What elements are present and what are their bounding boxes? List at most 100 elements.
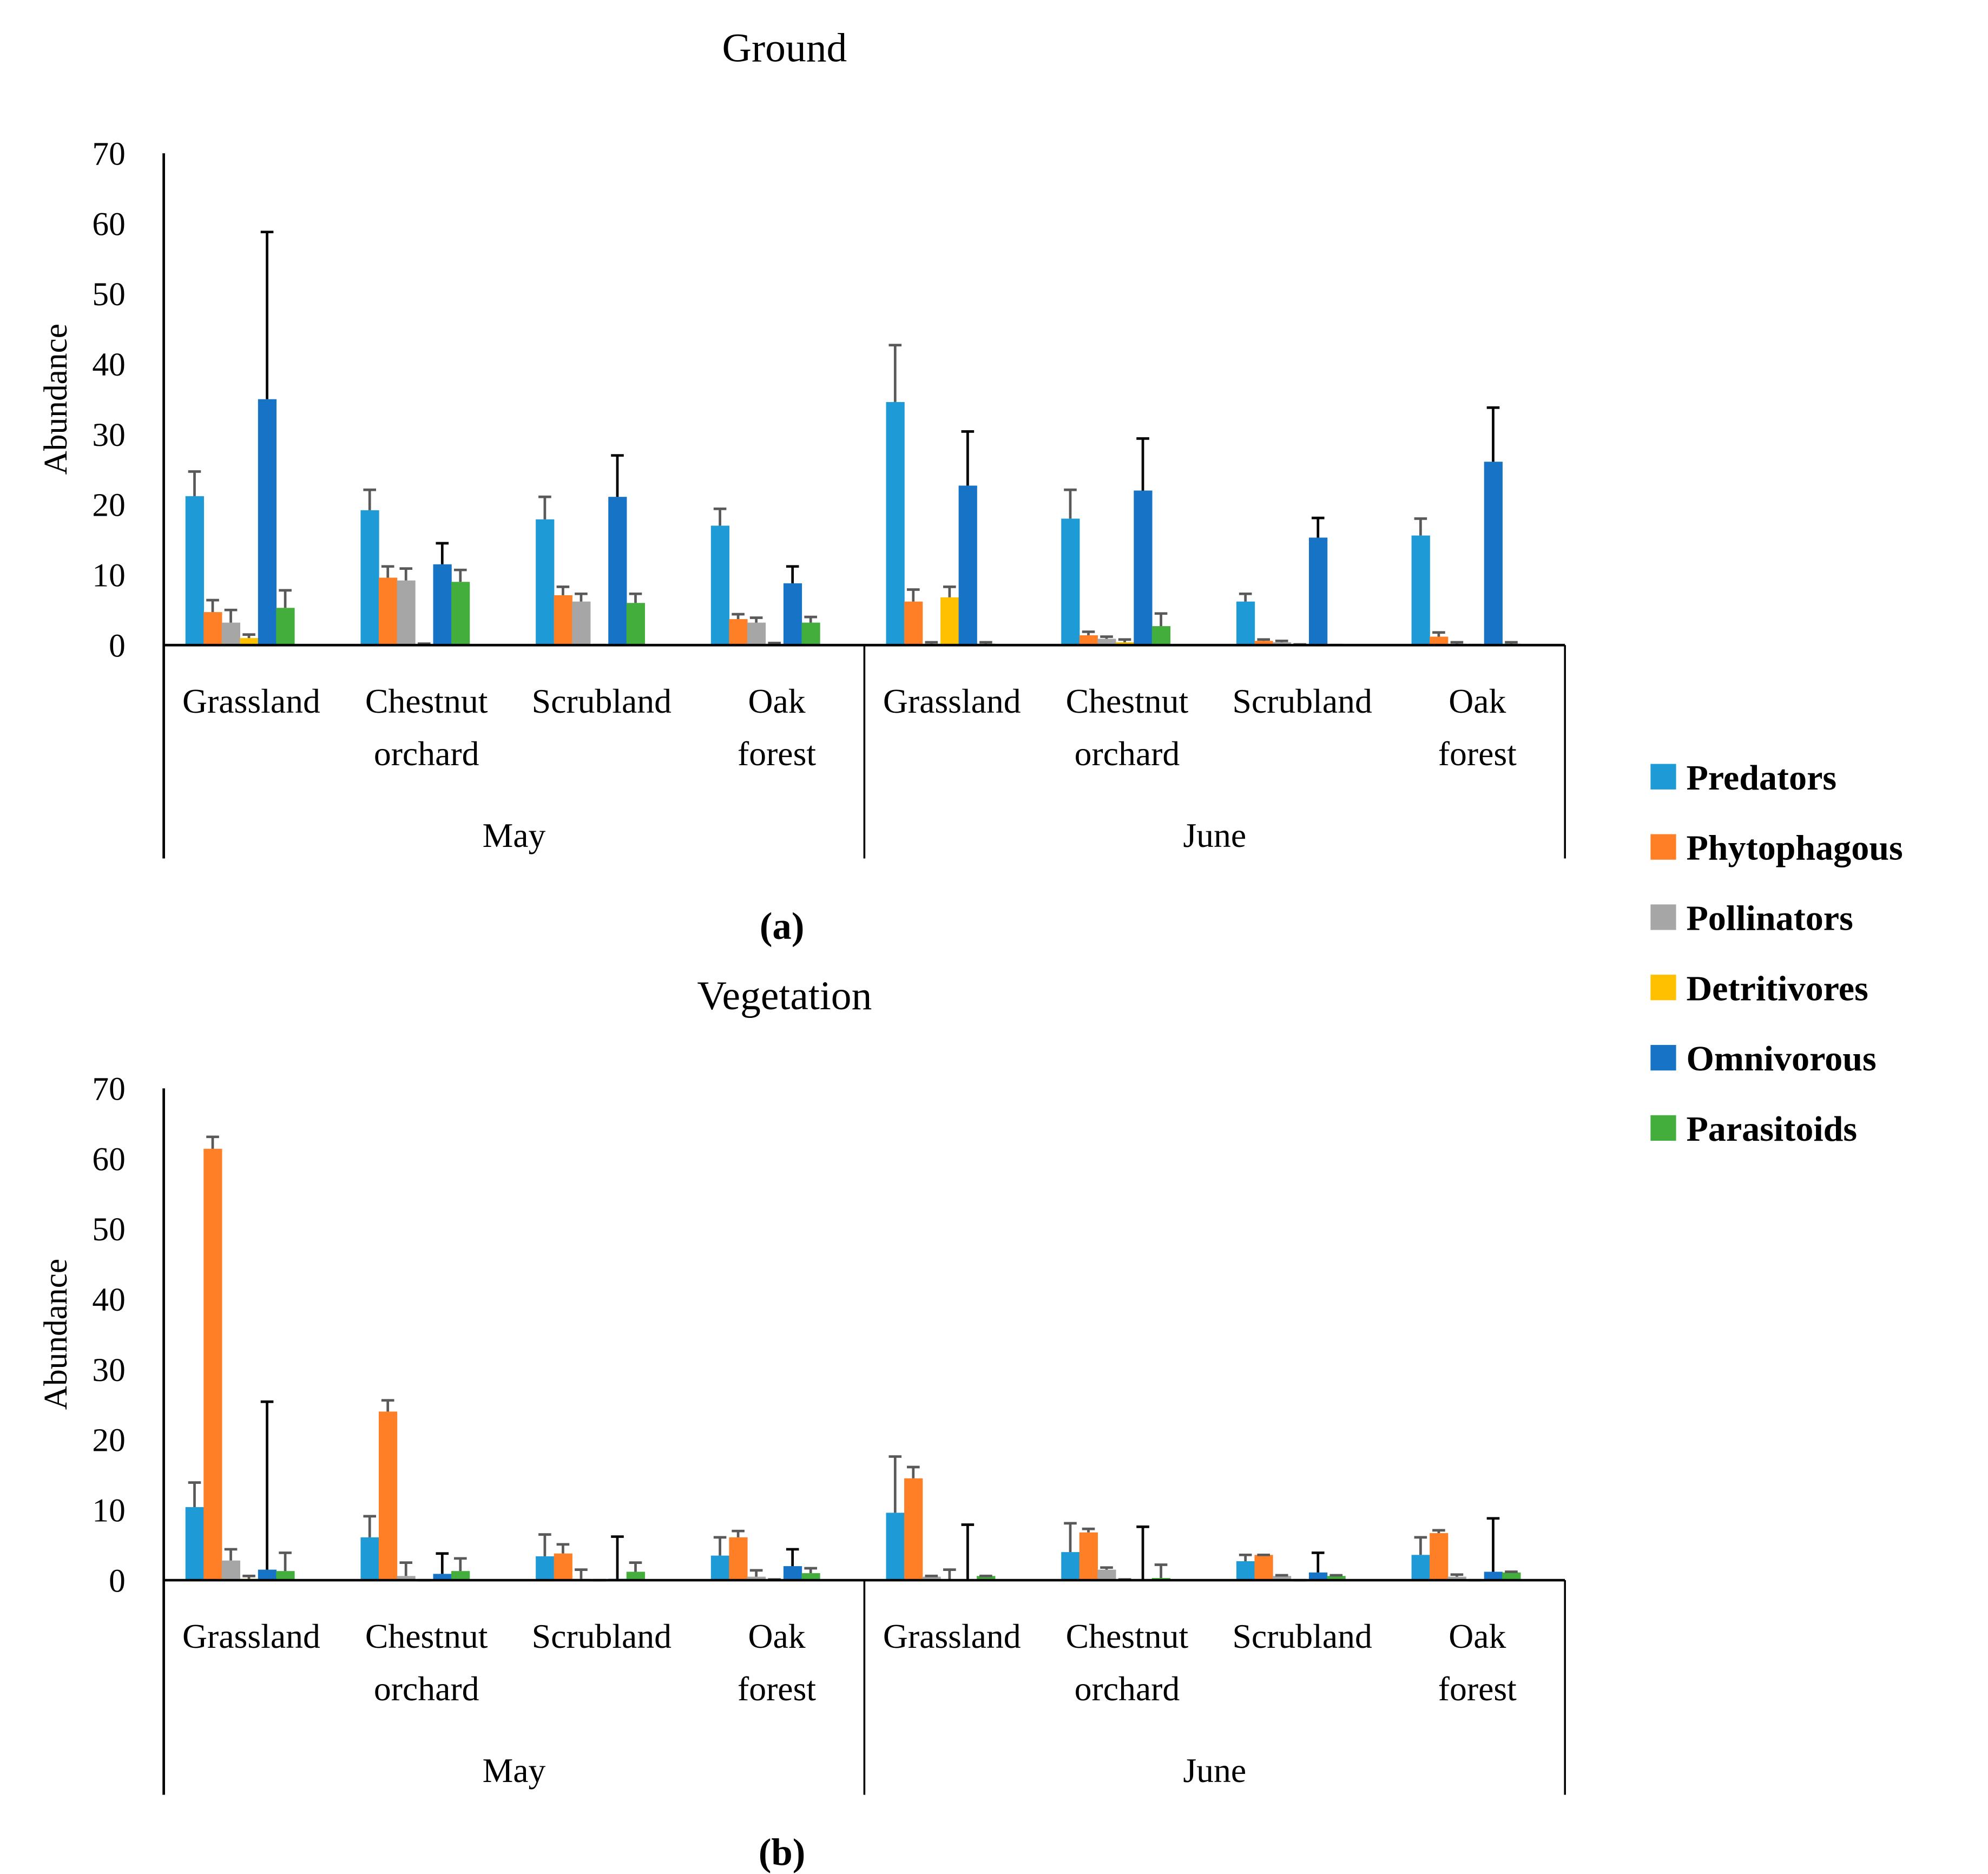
bar-parasitoids xyxy=(451,1571,470,1581)
x-category-label: Grassland xyxy=(182,1617,320,1655)
bar-parasitoids xyxy=(1151,626,1171,646)
bar-phytophagous xyxy=(1254,641,1273,646)
x-category-label: Oak xyxy=(748,1617,805,1655)
x-category-label: Chestnut xyxy=(365,682,488,720)
chart-title: Vegetation xyxy=(697,974,872,1018)
bar-predators xyxy=(1411,535,1430,646)
legend-swatch xyxy=(1650,1044,1676,1071)
y-axis-label: Abundance xyxy=(37,324,74,475)
bar-pollinators xyxy=(221,1560,241,1581)
y-tick-label: 20 xyxy=(92,487,125,524)
bar-parasitoids xyxy=(801,622,820,646)
y-tick-label: 70 xyxy=(92,1070,125,1107)
bar-predators xyxy=(710,1555,730,1581)
y-tick-label: 20 xyxy=(92,1422,125,1459)
bar-phytophagous xyxy=(1079,635,1098,646)
x-category-label: Scrubland xyxy=(1232,682,1372,720)
y-tick-label: 30 xyxy=(92,417,125,453)
y-tick-label: 0 xyxy=(109,1562,126,1599)
chart-panel-ground: Ground (a) 0 10 20 30 40 50 60 70 Abundance Grassla… xyxy=(37,25,1566,948)
bar-phytophagous xyxy=(1254,1555,1273,1581)
bar-omnivorous xyxy=(433,564,452,646)
y-tick-label: 60 xyxy=(92,206,125,242)
bar-detritivores xyxy=(1115,642,1135,646)
x-month-label: June xyxy=(1183,1751,1246,1790)
y-tick-label: 30 xyxy=(92,1352,125,1389)
legend-item: Omnivorous xyxy=(1650,1039,1877,1079)
bar-pollinators xyxy=(397,580,416,646)
bar-predators xyxy=(185,496,204,646)
bar-predators xyxy=(886,402,905,646)
bar-phytophagous xyxy=(203,612,222,646)
bar-pollinators xyxy=(397,1576,416,1581)
bar-parasitoids xyxy=(1327,1576,1346,1581)
bar-omnivorous xyxy=(1484,1571,1503,1581)
x-category-label: Oak xyxy=(748,682,805,720)
legend-label: Omnivorous xyxy=(1686,1039,1876,1079)
legend-label: Parasitoids xyxy=(1686,1109,1857,1149)
bar-predators xyxy=(1061,518,1080,646)
bar-predators xyxy=(536,519,555,646)
bar-phytophagous xyxy=(729,619,748,646)
y-tick-label: 50 xyxy=(92,1211,125,1248)
bar-omnivorous xyxy=(1134,490,1153,646)
x-category-label: orchard xyxy=(1075,734,1180,773)
bar-parasitoids xyxy=(276,608,295,646)
bar-pollinators xyxy=(1272,642,1292,646)
bar-phytophagous xyxy=(1430,636,1449,646)
bar-predators xyxy=(536,1556,555,1581)
bar-omnivorous xyxy=(1309,1572,1328,1581)
bar-phytophagous xyxy=(729,1537,748,1581)
bar-pollinators xyxy=(1272,1576,1292,1581)
bar-phytophagous xyxy=(378,1411,398,1581)
x-category-label: orchard xyxy=(1075,1669,1180,1708)
legend-label: Phytophagous xyxy=(1686,828,1903,868)
bar-detritivores xyxy=(240,638,259,646)
bar-omnivorous xyxy=(608,497,627,646)
x-category-label: Scrubland xyxy=(532,1617,672,1655)
bar-pollinators xyxy=(572,601,591,646)
bar-omnivorous xyxy=(783,583,802,646)
y-axis-label: Abundance xyxy=(37,1259,74,1410)
legend-item: Phytophagous xyxy=(1650,828,1903,868)
y-tick-label: 40 xyxy=(92,1281,125,1318)
x-category-label: orchard xyxy=(374,734,479,773)
x-category-label: Chestnut xyxy=(365,1617,488,1655)
bar-omnivorous xyxy=(258,1569,277,1581)
x-category-label: Scrubland xyxy=(1232,1617,1372,1655)
legend-swatch xyxy=(1650,1115,1676,1141)
legend-swatch xyxy=(1650,834,1676,860)
x-category-label: Grassland xyxy=(883,682,1021,720)
legend-swatch xyxy=(1650,975,1676,1001)
y-tick-label: 40 xyxy=(92,346,125,383)
legend-item: Parasitoids xyxy=(1650,1109,1857,1149)
y-tick-label: 50 xyxy=(92,276,125,313)
bar-pollinators xyxy=(221,622,241,646)
bar-parasitoids xyxy=(1502,1572,1521,1581)
x-category-label: forest xyxy=(1438,1669,1517,1708)
bar-omnivorous xyxy=(783,1566,802,1581)
bar-predators xyxy=(1061,1552,1080,1581)
legend-item: Predators xyxy=(1650,758,1836,798)
legend-swatch xyxy=(1650,764,1676,790)
y-tick-label: 10 xyxy=(92,557,125,594)
bar-predators xyxy=(886,1513,905,1581)
x-month-label: May xyxy=(483,816,546,854)
y-tick-label: 0 xyxy=(109,627,126,664)
x-category-label: Oak xyxy=(1449,1617,1506,1655)
bar-omnivorous xyxy=(258,399,277,646)
bar-omnivorous xyxy=(1484,462,1503,646)
x-category-label: forest xyxy=(738,734,816,773)
x-category-label: forest xyxy=(1438,734,1517,773)
bar-omnivorous xyxy=(1309,537,1328,646)
bar-predators xyxy=(360,1537,379,1581)
legend-label: Detritivores xyxy=(1686,969,1868,1008)
bar-phytophagous xyxy=(554,595,572,646)
bar-pollinators xyxy=(1447,1576,1466,1581)
x-month-label: May xyxy=(483,1751,546,1790)
bar-pollinators xyxy=(1097,1569,1116,1581)
x-category-label: Grassland xyxy=(883,1617,1021,1655)
bar-predators xyxy=(1411,1555,1430,1581)
bar-predators xyxy=(185,1507,204,1581)
